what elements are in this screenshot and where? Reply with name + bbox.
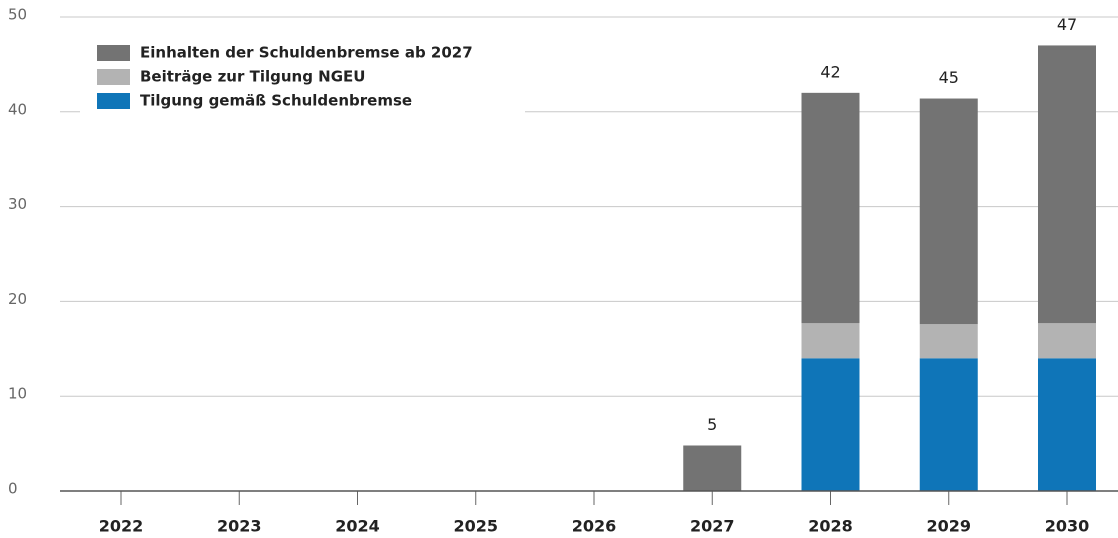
x-tick-label: 2029	[926, 517, 971, 536]
legend-swatch	[97, 45, 130, 61]
bar-segment	[1038, 45, 1096, 324]
total-label: 47	[1057, 15, 1077, 34]
x-tick-label: 2027	[690, 517, 735, 536]
x-tick-label: 2022	[99, 517, 144, 536]
y-tick-label: 50	[8, 6, 27, 24]
x-tick-label: 2025	[453, 517, 498, 536]
y-tick-label: 0	[8, 480, 18, 498]
total-label: 42	[820, 62, 840, 81]
legend-swatch	[97, 93, 130, 109]
bar-segment	[1038, 323, 1096, 359]
x-tick-label: 2028	[808, 517, 853, 536]
bar-segment	[801, 92, 860, 324]
y-tick-label: 20	[8, 290, 27, 308]
x-tick-label: 2023	[217, 517, 262, 536]
total-label: 5	[707, 415, 717, 434]
bar-segment	[919, 358, 978, 491]
legend-label: Einhalten der Schuldenbremse ab 2027	[140, 44, 473, 62]
total-label: 45	[939, 68, 959, 87]
y-tick-label: 10	[8, 385, 27, 403]
bar-segment	[801, 323, 860, 359]
legend-label: Beiträge zur Tilgung NGEU	[140, 68, 365, 86]
x-tick-label: 2026	[572, 517, 617, 536]
legend-background	[80, 34, 525, 134]
bar-segment	[919, 324, 978, 359]
y-tick-label: 40	[8, 100, 27, 118]
legend-label: Tilgung gemäß Schuldenbremse	[140, 92, 412, 110]
x-tick-label: 2030	[1045, 517, 1090, 536]
legend-swatch	[97, 69, 130, 85]
y-tick-label: 30	[8, 195, 27, 213]
bar-segment	[919, 98, 978, 325]
bar-segment	[683, 445, 742, 491]
x-tick-label: 2024	[335, 517, 380, 536]
bar-segment	[801, 358, 860, 491]
bar-segment	[1038, 358, 1096, 491]
